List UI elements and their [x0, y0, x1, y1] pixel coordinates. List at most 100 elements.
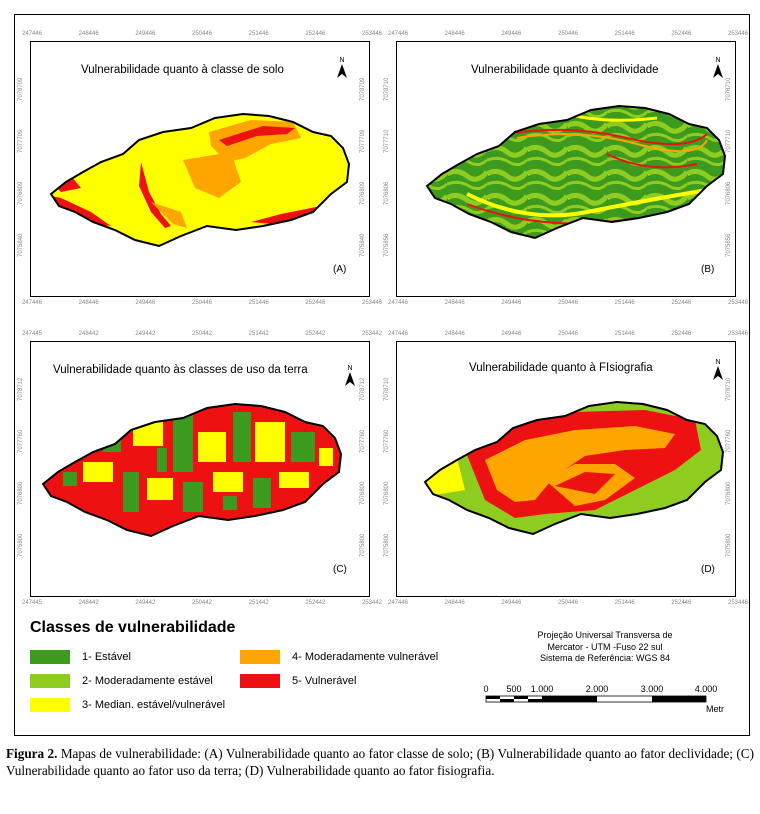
tick-left-label: 7077760: [18, 429, 24, 453]
legend-label-4: 4- Moderadamente vulnerável: [292, 651, 439, 663]
tick-bottom-label: 248446: [444, 300, 465, 306]
tick-right-label: 7078710: [726, 377, 732, 401]
tick-top-label: 249446: [501, 31, 522, 37]
tick-top-label: 250446: [192, 31, 213, 37]
tick-top-label: 249446: [501, 331, 522, 337]
tick-right-label: 7076806: [726, 181, 732, 205]
tick-top-label: 250446: [558, 331, 579, 337]
scale-label-500: 500: [506, 684, 521, 694]
scale-label-3000: 3.000: [641, 684, 664, 694]
panel-d-title: Vulnerabilidade quanto à FIsiografia: [469, 362, 653, 374]
map-c-basin: [42, 403, 342, 537]
tick-top-label: 249442: [135, 331, 156, 337]
tick-top-label: 251446: [614, 31, 635, 37]
tick-bottom-label: 253446: [728, 600, 749, 606]
tick-left-label: 7078712: [18, 377, 24, 401]
tick-top-label: 247446: [22, 31, 43, 37]
tick-right-label: 7077760: [360, 429, 366, 453]
legend-swatch-2: [30, 674, 70, 688]
tick-left-label: 7075856: [384, 233, 390, 257]
map-a-basin: [50, 113, 350, 247]
tick-top-label: 247446: [388, 331, 409, 337]
tick-left-label: 7075800: [18, 533, 24, 557]
tick-top-label: 248442: [78, 331, 99, 337]
tick-top-label: 251446: [248, 31, 269, 37]
legend-item-3: 3- Median. estável/vulnerável: [30, 698, 225, 712]
tick-left-label: 7078710: [384, 377, 390, 401]
tick-top-label: 253442: [362, 331, 383, 337]
svg-text:N: N: [347, 365, 352, 372]
tick-bottom-label: 251442: [248, 600, 269, 606]
tick-left-label: 7077709: [18, 129, 24, 153]
tick-bottom-label: 247446: [22, 300, 43, 306]
panel-c-title: Vulnerabilidade quanto às classes de uso…: [53, 364, 308, 376]
tick-left-label: 7076806: [384, 181, 390, 205]
tick-bottom-label: 250442: [192, 600, 213, 606]
legend-label-2: 2- Moderadamente estável: [82, 675, 213, 687]
tick-bottom-label: 249446: [135, 300, 156, 306]
panel-b-label: (B): [701, 264, 715, 275]
legend-title: Classes de vulnerabilidade: [30, 619, 236, 636]
legend-item-2: 2- Moderadamente estável: [30, 674, 213, 688]
projection-line-3: Sistema de Referência: WGS 84: [539, 653, 671, 663]
tick-top-label: 253446: [728, 31, 749, 37]
tick-bottom-label: 253442: [362, 600, 383, 606]
tick-top-label: 248446: [444, 331, 465, 337]
tick-bottom-label: 248446: [78, 300, 99, 306]
tick-top-label: 251446: [614, 331, 635, 337]
tick-right-label: 7078712: [360, 377, 366, 401]
tick-bottom-label: 252446: [305, 300, 326, 306]
tick-bottom-label: 249442: [135, 600, 156, 606]
map-panel-c: Vulnerabilidade quanto às classes de uso…: [30, 341, 370, 597]
tick-bottom-label: 247445: [22, 600, 43, 606]
north-arrow-icon: N: [345, 365, 355, 386]
tick-top-label: 252446: [671, 31, 692, 37]
caption-lead: Figura 2.: [6, 746, 58, 761]
tick-left-label: 7075840: [18, 233, 24, 257]
tick-left-label: 7076800: [18, 481, 24, 505]
tick-bottom-label: 249446: [501, 300, 522, 306]
scale-unit: Metros: [706, 704, 724, 714]
legend-item-5: 5- Vulnerável: [240, 674, 356, 688]
panel-b-title: Vulnerabilidade quanto à declividade: [471, 64, 659, 76]
scale-label-1000: 1.000: [531, 684, 554, 694]
panel-c-label: (C): [333, 564, 347, 575]
tick-left-label: 7076809: [18, 181, 24, 205]
map-panel-d: Vulnerabilidade quanto à FIsiografia N (…: [396, 341, 736, 597]
tick-left-label: 7078709: [18, 77, 24, 101]
map-d-basin: [424, 401, 724, 535]
tick-top-label: 249446: [135, 31, 156, 37]
tick-top-label: 253446: [728, 331, 749, 337]
panel-a-title: Vulnerabilidade quanto à classe de solo: [81, 64, 284, 76]
tick-bottom-label: 252446: [671, 600, 692, 606]
legend-swatch-4: [240, 650, 280, 664]
tick-right-label: 7078709: [360, 77, 366, 101]
legend-item-4: 4- Moderadamente vulnerável: [240, 650, 438, 664]
tick-top-label: 247446: [388, 31, 409, 37]
panel-a-label: (A): [333, 264, 347, 275]
tick-top-label: 248446: [78, 31, 99, 37]
svg-text:N: N: [715, 359, 720, 366]
tick-bottom-label: 253446: [728, 300, 749, 306]
tick-bottom-label: 251446: [614, 300, 635, 306]
legend-swatch-3: [30, 698, 70, 712]
tick-top-label: 252442: [305, 331, 326, 337]
tick-bottom-label: 250446: [558, 300, 579, 306]
tick-left-label: 7075800: [384, 533, 390, 557]
caption-text: Mapas de vulnerabilidade: (A) Vulnerabil…: [6, 746, 754, 778]
tick-bottom-label: 248442: [78, 600, 99, 606]
scale-bar: 0 500 1.000 2.000 3.000 4.000 Metros: [484, 684, 724, 714]
panel-d-label: (D): [701, 564, 715, 575]
tick-right-label: 7076800: [726, 481, 732, 505]
tick-right-label: 7076809: [360, 181, 366, 205]
tick-bottom-label: 248446: [444, 600, 465, 606]
tick-top-label: 247445: [22, 331, 43, 337]
legend-swatch-1: [30, 650, 70, 664]
tick-top-label: 248446: [444, 31, 465, 37]
tick-right-label: 7077709: [360, 129, 366, 153]
tick-bottom-label: 250446: [558, 600, 579, 606]
tick-left-label: 7077710: [384, 129, 390, 153]
tick-right-label: 7075840: [360, 233, 366, 257]
tick-top-label: 252446: [305, 31, 326, 37]
tick-top-label: 251442: [248, 331, 269, 337]
